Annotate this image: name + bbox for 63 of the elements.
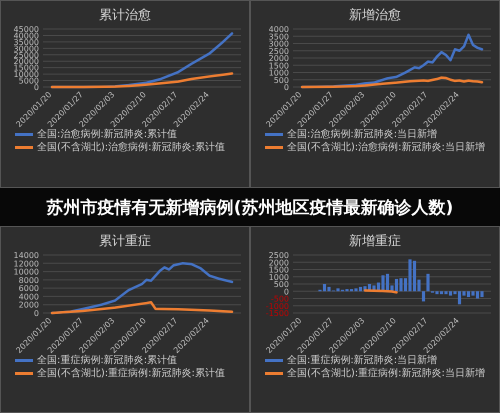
- y-tick-label: 2500: [268, 251, 289, 260]
- y-tick-label: -1000: [266, 302, 289, 311]
- y-tick-label: 500: [274, 280, 289, 289]
- chart-title: 新增重症: [349, 234, 401, 249]
- y-tick-label: 2000: [268, 258, 289, 268]
- y-tick-label: 1000: [268, 68, 289, 78]
- line-series: [50, 72, 234, 88]
- bar: [408, 259, 412, 292]
- bar: [426, 274, 430, 292]
- legend-label: 全国(不含湖北):重症病例:新冠肺炎:累计值: [37, 368, 225, 379]
- line-series: [50, 300, 234, 314]
- y-tick-label: 1500: [268, 61, 289, 70]
- bar: [399, 278, 403, 292]
- legend-label: 全国:重症病例:新冠肺炎:当日新增: [287, 355, 438, 366]
- y-tick-label: 45000: [14, 25, 39, 34]
- y-tick-label: 6000: [18, 284, 39, 294]
- chart-title: 累计治愈: [99, 8, 151, 23]
- y-tick-label: 3000: [268, 40, 289, 48]
- y-tick-label: -500: [270, 294, 289, 304]
- legend-label: 全国:治愈病例:新冠肺炎:累计值: [37, 129, 178, 140]
- y-tick-label: 14000: [14, 251, 39, 260]
- y-tick-label: 0: [284, 287, 289, 296]
- bar: [422, 291, 426, 302]
- y-tick-label: 0: [284, 83, 289, 92]
- y-tick-label: 1500: [268, 266, 289, 274]
- y-tick-label: 2000: [268, 54, 289, 63]
- bar: [336, 288, 340, 292]
- bar: [394, 278, 398, 292]
- bar: [327, 286, 331, 292]
- bar: [480, 291, 484, 298]
- y-tick-label: 4000: [18, 292, 39, 302]
- y-tick-label: 0: [34, 83, 39, 92]
- legend-label: 全国(不含湖北):重症病例:新冠肺炎:当日新增: [287, 368, 485, 379]
- y-tick-label: 10000: [14, 268, 39, 277]
- line-series: [300, 76, 484, 88]
- y-tick-label: 1000: [268, 272, 289, 282]
- y-tick-label: 4000: [268, 25, 289, 34]
- bar: [412, 260, 416, 292]
- y-tick-label: 0: [34, 309, 39, 318]
- bar: [354, 288, 358, 292]
- y-tick-label: 500: [274, 76, 289, 85]
- y-tick-label: 12000: [14, 259, 39, 268]
- bar: [476, 291, 480, 298]
- legend-label: 全国:重症病例:新冠肺炎:累计值: [37, 355, 178, 366]
- chart-title: 新增治愈: [349, 8, 401, 23]
- chart-title: 累计重症: [99, 234, 151, 249]
- y-tick-label: 2500: [268, 46, 289, 56]
- y-tick-label: 40000: [14, 31, 39, 40]
- legend-label: 全国(不含湖北):治愈病例:新冠肺炎:累计值: [37, 142, 225, 153]
- bar: [322, 284, 326, 292]
- y-tick-label: 2000: [18, 300, 39, 310]
- y-tick-label: 8000: [18, 276, 39, 285]
- y-tick-label: -1500: [266, 309, 289, 318]
- y-tick-label: 25000: [14, 50, 39, 60]
- bar: [466, 291, 470, 298]
- y-tick-label: 3500: [268, 32, 289, 42]
- y-tick-label: 35000: [14, 38, 39, 47]
- y-tick-label: 30000: [14, 44, 39, 54]
- text: 苏州市疫情有无新增病例(苏州地区疫情最新确诊人数): [0, 188, 500, 226]
- legend-label: 全国:治愈病例:新冠肺炎:当日新增: [287, 129, 438, 140]
- bar: [358, 286, 362, 292]
- legend-label: 全国(不含湖北):治愈病例:新冠肺炎:当日新增: [287, 142, 485, 153]
- bar: [458, 291, 462, 304]
